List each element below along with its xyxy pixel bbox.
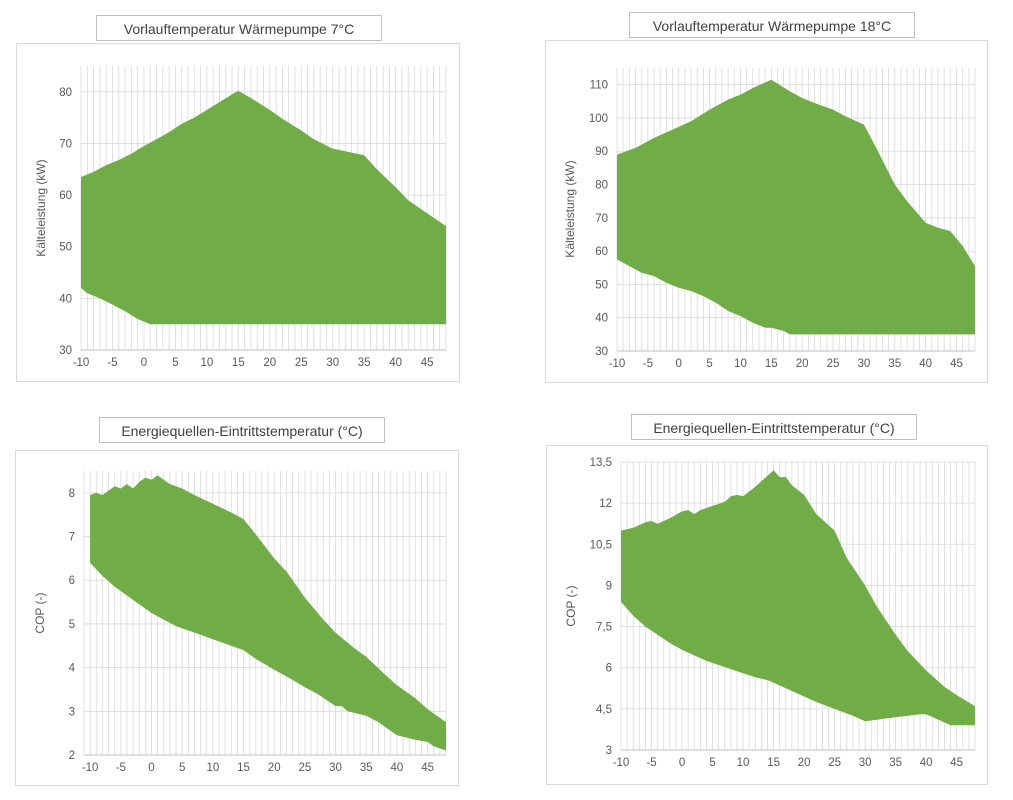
chart3-title: Energiequellen-Eintrittstemperatur (°C) <box>99 417 385 443</box>
x-tick-label: 35 <box>360 762 373 774</box>
x-tick-label: 5 <box>706 358 712 370</box>
x-tick-label: -5 <box>646 757 656 769</box>
x-tick-label: 40 <box>389 357 402 369</box>
x-tick-label: 30 <box>859 757 872 769</box>
y-tick-label: 5 <box>69 619 75 631</box>
x-tick-label: 5 <box>179 762 185 774</box>
y-tick-label: 50 <box>59 242 72 254</box>
x-tick-label: 35 <box>358 357 371 369</box>
y-tick-label: 70 <box>59 138 72 150</box>
y-tick-label: 30 <box>59 345 72 357</box>
chart3-panel: -10 -5 0 5 10 15 20 25 30 35 40 45 2 3 4 5 6 7 8 COP (-) <box>15 450 459 786</box>
y-axis-label: Kälteleistung (kW) <box>34 159 48 256</box>
y-axis-label: Kälteleistung (kW) <box>563 160 577 257</box>
x-tick-label: 10 <box>734 358 747 370</box>
y-tick-label: 80 <box>595 180 608 192</box>
x-tick-label: 5 <box>172 357 178 369</box>
x-tick-label: 20 <box>796 358 809 370</box>
chart1-plot: -10 -5 0 5 10 15 20 25 30 35 40 45 30 40 50 60 70 80 Kälte… <box>34 66 447 369</box>
operating-range-area <box>621 470 975 726</box>
x-tick-label: 40 <box>391 762 404 774</box>
x-tick-label: 0 <box>148 762 154 774</box>
x-tick-label: 5 <box>709 757 715 769</box>
x-tick-label: 25 <box>295 357 308 369</box>
chart1-title: Vorlauftemperatur Wärmepumpe 7°C <box>96 15 382 41</box>
x-tick-label: -10 <box>73 357 90 369</box>
x-tick-label: 15 <box>232 357 245 369</box>
y-tick-label: 80 <box>59 87 72 99</box>
x-tick-label: 10 <box>200 357 213 369</box>
y-axis-label: COP (-) <box>564 585 578 626</box>
x-tick-label: 45 <box>421 357 434 369</box>
operating-range-area <box>90 475 446 751</box>
x-tick-label: -10 <box>613 757 630 769</box>
y-tick-label: 70 <box>595 213 608 225</box>
x-tick-label: -5 <box>643 358 653 370</box>
x-tick-label: 30 <box>857 358 870 370</box>
x-tick-label: 40 <box>920 757 933 769</box>
y-tick-label: 40 <box>595 313 608 325</box>
y-tick-label: 9 <box>606 580 612 592</box>
x-tick-label: 0 <box>676 358 682 370</box>
x-tick-label: 0 <box>141 357 147 369</box>
x-tick-label: 45 <box>950 757 963 769</box>
x-tick-label: 45 <box>421 762 434 774</box>
x-tick-label: 25 <box>298 762 311 774</box>
y-tick-label: 60 <box>59 190 72 202</box>
x-tick-label: 10 <box>206 762 219 774</box>
y-tick-label: 6 <box>69 575 75 587</box>
y-tick-label: 50 <box>595 279 608 291</box>
x-tick-label: 30 <box>326 357 339 369</box>
operating-range-area <box>81 90 446 325</box>
y-tick-label: 12 <box>599 498 612 510</box>
x-tick-label: 30 <box>329 762 342 774</box>
y-tick-label: 40 <box>59 293 72 305</box>
x-tick-label: -10 <box>82 762 99 774</box>
chart4-title: Energiequellen-Eintrittstemperatur (°C) <box>631 414 917 440</box>
y-tick-label: 3 <box>69 706 75 718</box>
x-tick-label: -10 <box>609 358 626 370</box>
chart2-panel: -10 -5 0 5 10 15 20 25 30 35 40 45 30 40 50 60 70 80 90 100… <box>545 40 988 383</box>
y-tick-label: 100 <box>589 113 608 125</box>
y-tick-label: 60 <box>595 246 608 258</box>
y-tick-label: 110 <box>590 80 608 92</box>
x-tick-label: 20 <box>798 757 811 769</box>
chart2-plot: -10 -5 0 5 10 15 20 25 30 35 40 45 30 40 50 60 70 80 90 100… <box>563 68 976 370</box>
y-tick-label: 90 <box>595 146 608 158</box>
x-tick-label: 0 <box>679 757 685 769</box>
y-tick-label: 4 <box>69 663 76 675</box>
y-tick-label: 6 <box>606 663 612 675</box>
x-tick-label: -5 <box>107 357 117 369</box>
y-tick-label: 30 <box>595 346 608 358</box>
x-tick-label: 15 <box>237 762 250 774</box>
chart1-panel: -10 -5 0 5 10 15 20 25 30 35 40 45 30 40 50 60 70 80 Kälte… <box>16 43 460 382</box>
y-axis-label: COP (-) <box>33 592 47 633</box>
y-tick-label: 10,5 <box>590 539 612 551</box>
y-tick-label: 3 <box>606 745 612 757</box>
chart4-panel: -10 -5 0 5 10 15 20 25 30 35 40 45 3 4,5 6 7,5 9 10,5 12 13… <box>546 445 988 785</box>
y-tick-label: 4,5 <box>596 704 612 716</box>
x-tick-label: 15 <box>767 757 780 769</box>
x-tick-label: 15 <box>765 358 778 370</box>
chart2-title: Vorlauftemperatur Wärmepumpe 18°C <box>629 12 915 38</box>
chart4-plot: -10 -5 0 5 10 15 20 25 30 35 40 45 3 4,5 6 7,5 9 10,5 12 13… <box>564 457 976 769</box>
x-tick-label: -5 <box>116 762 126 774</box>
x-tick-label: 25 <box>827 358 840 370</box>
x-tick-label: 25 <box>828 757 841 769</box>
y-tick-label: 7,5 <box>596 622 612 634</box>
x-tick-label: 35 <box>889 757 902 769</box>
x-tick-label: 10 <box>737 757 750 769</box>
y-tick-label: 8 <box>69 488 75 500</box>
y-tick-label: 2 <box>69 750 75 762</box>
y-tick-label: 7 <box>69 532 75 544</box>
x-tick-label: 20 <box>268 762 281 774</box>
x-tick-label: 40 <box>919 358 932 370</box>
operating-range-area <box>617 79 975 335</box>
x-tick-label: 45 <box>950 358 963 370</box>
x-tick-label: 35 <box>888 358 901 370</box>
x-tick-label: 20 <box>263 357 276 369</box>
y-tick-label: 13,5 <box>590 457 612 469</box>
